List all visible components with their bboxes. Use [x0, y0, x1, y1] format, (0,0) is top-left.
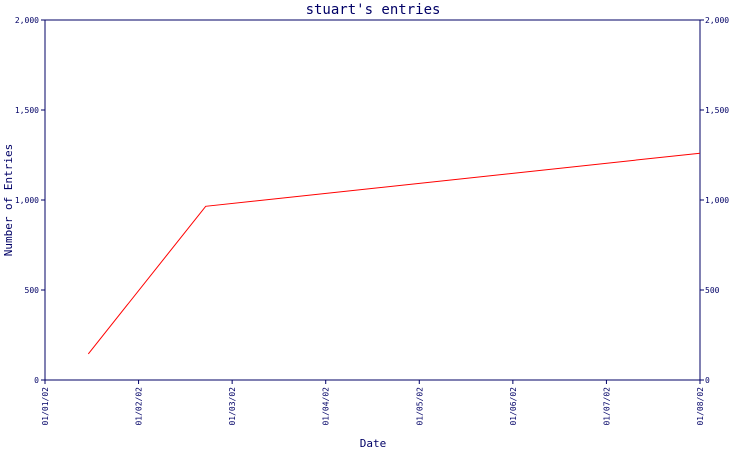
- y-tick-label: 0: [34, 376, 39, 385]
- y-tick-label-right: 500: [705, 286, 720, 295]
- x-tick-label: 01/06/02: [509, 387, 518, 426]
- x-tick-label: 01/07/02: [602, 387, 611, 426]
- x-tick-label: 01/08/02: [696, 387, 705, 426]
- x-axis-label: Date: [360, 437, 387, 450]
- series-layer: [87, 152, 701, 355]
- y-tick-label-right: 2,000: [705, 16, 729, 25]
- x-tick-label: 01/02/02: [135, 387, 144, 426]
- y-tick-label: 1,000: [15, 196, 39, 205]
- x-tick-label: 01/05/02: [415, 387, 424, 426]
- y-axis-label: Number of Entries: [2, 144, 15, 257]
- y-tick-label-right: 0: [705, 376, 710, 385]
- chart-title: stuart's entries: [306, 2, 441, 18]
- x-tick-label: 01/04/02: [322, 387, 331, 426]
- y-tick-label-right: 1,000: [705, 196, 729, 205]
- x-tick-label: 01/01/02: [41, 387, 50, 426]
- y-tick-label: 2,000: [15, 16, 39, 25]
- y-tick-label-right: 1,500: [705, 106, 729, 115]
- x-tick-label: 01/03/02: [228, 387, 237, 426]
- y-tick-label: 500: [25, 286, 40, 295]
- y-axis-left: 0 500 1,000 1,500 2,000: [15, 16, 45, 385]
- series-line: [87, 152, 701, 355]
- x-axis: 01/01/02 01/02/02 01/03/02 01/04/02 01/05/02…: [41, 380, 705, 426]
- y-tick-label: 1,500: [15, 106, 39, 115]
- y-axis-right: 0 500 1,000 1,500 2,000: [700, 16, 729, 385]
- plot-frame: [44, 19, 701, 381]
